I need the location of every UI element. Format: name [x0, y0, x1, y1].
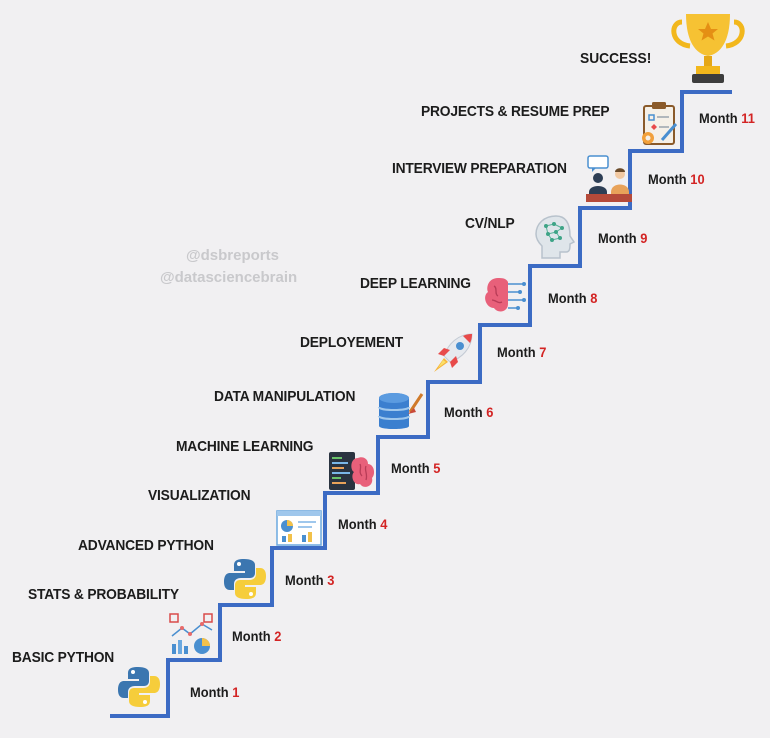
watermark-line-1: @dsbreports — [186, 247, 279, 264]
month-11-label: Month 11 — [699, 110, 755, 126]
watermark-line-2: @datasciencebrain — [160, 269, 298, 286]
interview-icon — [586, 155, 632, 202]
month-word: Month — [190, 684, 229, 700]
month-7-label: Month 7 — [497, 344, 546, 360]
month-number: 9 — [640, 230, 648, 246]
month-number: 7 — [539, 344, 547, 360]
python-logo-icon — [118, 667, 160, 707]
trophy-icon — [671, 14, 745, 83]
month-number: 1 — [232, 684, 240, 700]
month-word: Month — [648, 171, 687, 187]
code-brain-icon — [329, 452, 375, 490]
month-number: 2 — [274, 628, 282, 644]
month-word: Month — [497, 344, 536, 360]
step-5-label: MACHINE LEARNING — [176, 438, 314, 455]
month-number: 8 — [590, 290, 598, 306]
step-11-label: PROJECTS & RESUME PREP — [421, 103, 610, 120]
month-number: 5 — [433, 460, 441, 476]
step-4-label: VISUALIZATION — [148, 487, 251, 504]
brain-circuit-icon — [485, 278, 526, 312]
step-9-label: CV/NLP — [465, 215, 515, 232]
month-number: 3 — [327, 572, 335, 588]
month-word: Month — [598, 230, 637, 246]
head-network-icon — [535, 215, 576, 259]
month-4-label: Month 4 — [338, 516, 387, 532]
month-6-label: Month 6 — [444, 404, 493, 420]
month-8-label: Month 8 — [548, 290, 597, 306]
month-10-label: Month 10 — [648, 171, 705, 187]
month-word: Month — [338, 516, 377, 532]
month-number: 6 — [486, 404, 494, 420]
step-6-label: DATA MANIPULATION — [214, 388, 356, 405]
step-10-label: INTERVIEW PREPARATION — [392, 160, 567, 177]
month-word: Month — [548, 290, 587, 306]
step-2-label: STATS & PROBABILITY — [28, 586, 179, 603]
month-number: 11 — [741, 110, 755, 126]
dashboard-icon — [276, 510, 322, 546]
month-2-label: Month 2 — [232, 628, 281, 644]
month-number: 10 — [690, 171, 705, 187]
month-5-label: Month 5 — [391, 460, 440, 476]
month-word: Month — [232, 628, 271, 644]
month-word: Month — [391, 460, 430, 476]
statistics-chart-icon — [169, 613, 213, 654]
python-logo-icon — [224, 559, 266, 599]
month-word: Month — [285, 572, 324, 588]
step-8-label: DEEP LEARNING — [360, 275, 471, 292]
step-7-label: DEPLOYEMENT — [300, 334, 404, 351]
step-1-label: BASIC PYTHON — [12, 649, 115, 666]
month-number: 4 — [380, 516, 388, 532]
step-3-label: ADVANCED PYTHON — [78, 537, 214, 554]
clipboard-icon — [642, 102, 678, 145]
success-label: SUCCESS! — [580, 50, 652, 67]
month-9-label: Month 9 — [598, 230, 647, 246]
rocket-icon — [434, 333, 473, 372]
database-icon — [378, 393, 424, 429]
month-3-label: Month 3 — [285, 572, 334, 588]
month-word: Month — [699, 110, 738, 126]
month-1-label: Month 1 — [190, 684, 239, 700]
month-word: Month — [444, 404, 483, 420]
